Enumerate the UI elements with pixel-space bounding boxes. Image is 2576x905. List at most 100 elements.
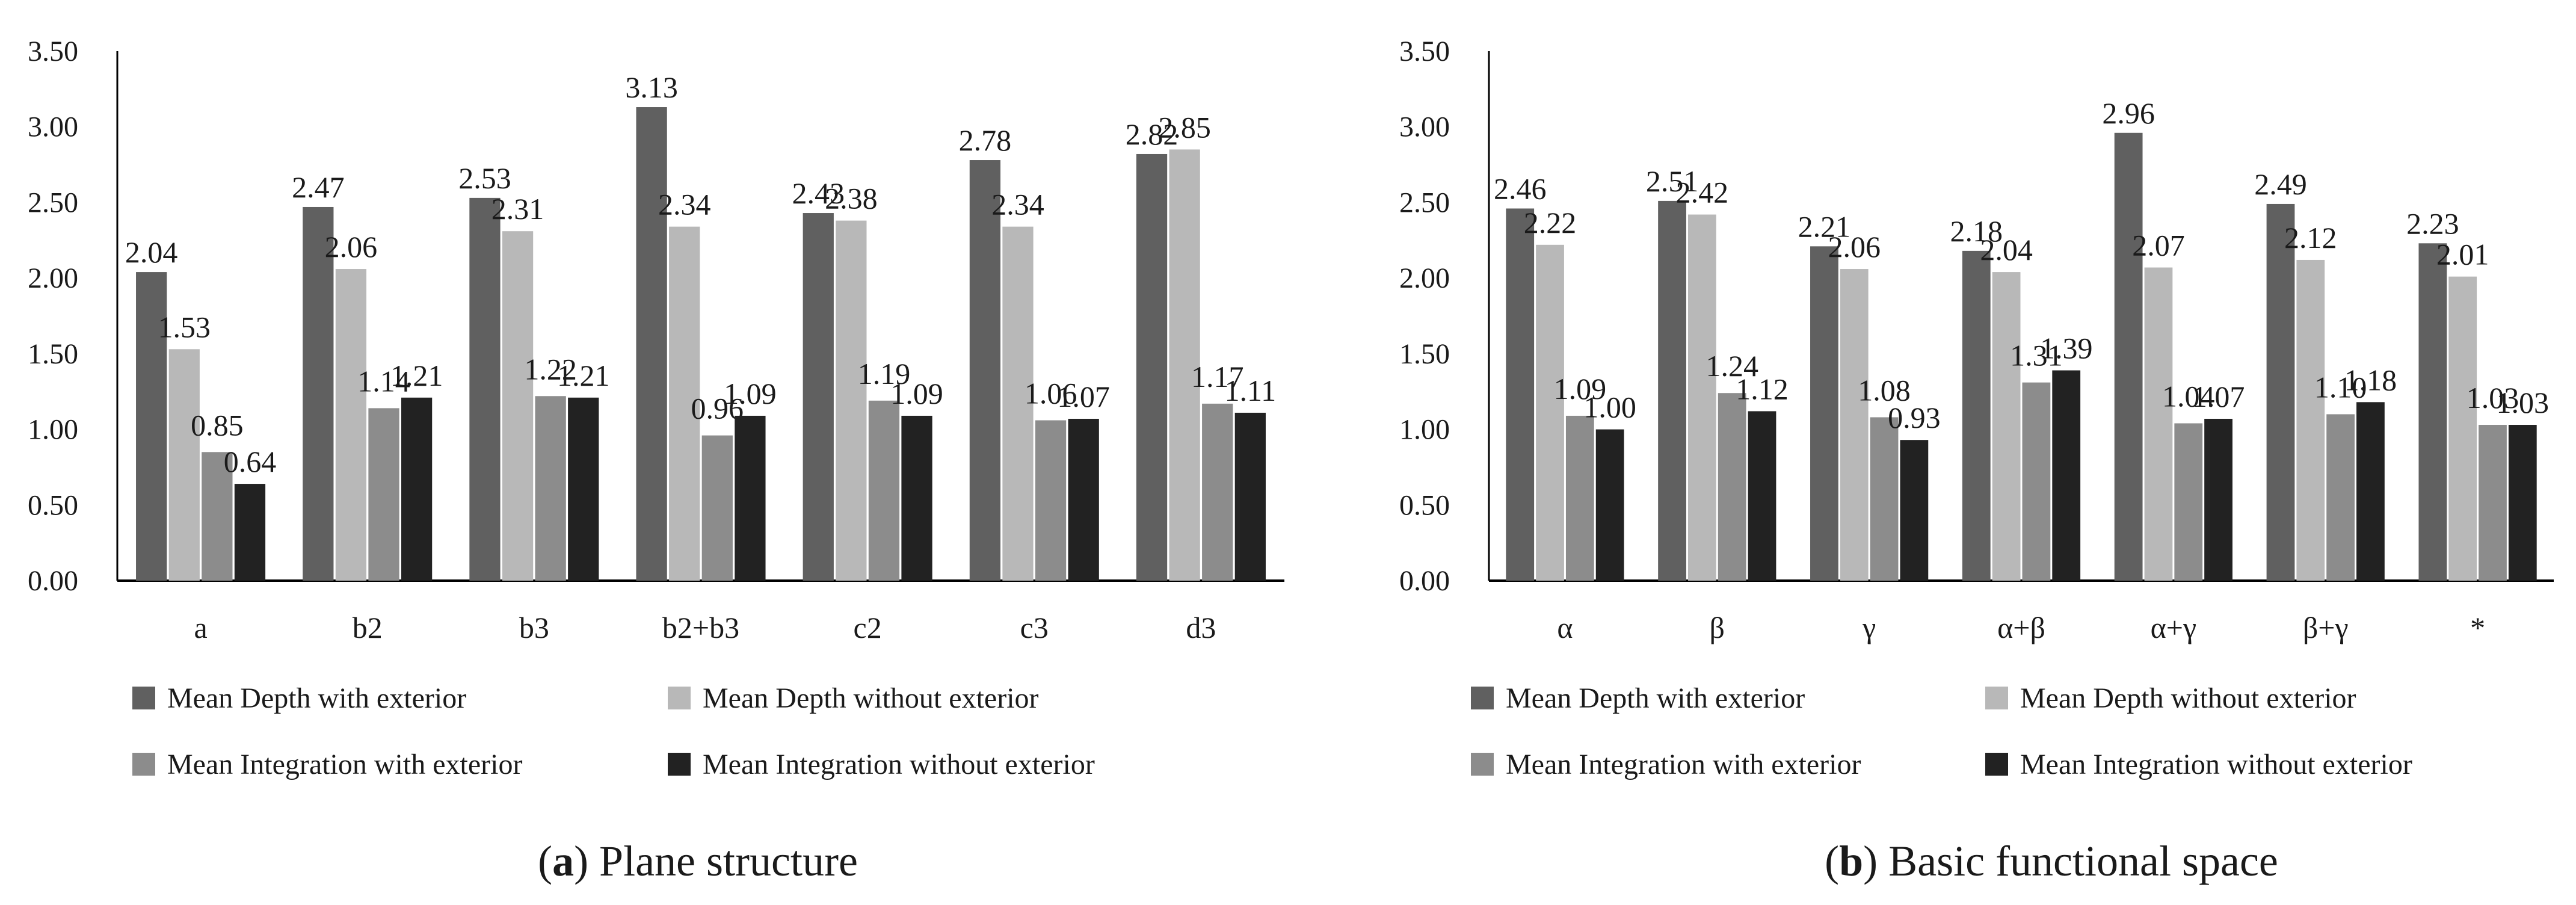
category-label: β+γ <box>2303 611 2349 644</box>
y-tick-label: 1.50 <box>28 338 78 370</box>
data-label: 1.39 <box>2040 332 2093 365</box>
data-label: 2.53 <box>458 161 511 195</box>
data-label: 2.34 <box>991 188 1044 221</box>
bar-depth-without <box>669 226 700 581</box>
data-label: 1.31 <box>2010 339 2063 372</box>
bar-integration-without <box>1900 440 1929 581</box>
data-label: 2.47 <box>292 170 345 204</box>
legend-swatch <box>132 687 155 709</box>
data-label: 1.03 <box>2497 386 2550 419</box>
data-label: 1.21 <box>390 359 443 392</box>
bar-depth-with <box>1658 200 1686 581</box>
bar-integration-without <box>735 415 766 581</box>
legend-swatch <box>1471 687 1494 709</box>
bar-integration-without <box>234 484 266 581</box>
data-label: 1.53 <box>158 310 211 344</box>
bar-depth-with <box>969 160 1001 581</box>
legend-label: Mean Integration without exterior <box>2020 749 2412 780</box>
bar-integration-with <box>2174 423 2203 581</box>
data-label: 1.22 <box>524 352 577 386</box>
legend-swatch <box>668 753 691 776</box>
bar-integration-with <box>2022 382 2051 581</box>
bar-integration-with <box>1035 420 1067 581</box>
data-label: 1.10 <box>2314 370 2367 404</box>
data-label: 1.11 <box>1224 374 1276 407</box>
bar-integration-without <box>568 397 599 581</box>
bar-depth-with <box>2266 203 2295 581</box>
y-tick-label: 0.50 <box>28 489 78 521</box>
bar-integration-with <box>368 408 399 581</box>
chart-panel-a: 0.00 0.50 1.00 1.50 2.00 2.50 3.00 3.50 2.04 1.53… <box>28 36 1284 885</box>
bar-integration-without <box>2052 370 2081 581</box>
bar-integration-with <box>2479 425 2507 581</box>
data-label: 1.17 <box>1191 360 1244 394</box>
data-label: 1.09 <box>890 377 943 410</box>
y-tick-label: 2.50 <box>1399 187 1450 218</box>
y-tick-label: 0.00 <box>1399 565 1450 597</box>
category-label: β <box>1710 611 1725 644</box>
y-tick-label: 3.00 <box>1399 111 1450 143</box>
bar-integration-with <box>1870 417 1899 581</box>
panel-caption: (b) Basic functional space <box>1825 837 2278 885</box>
bar-depth-with <box>636 107 667 581</box>
data-label: 2.04 <box>1980 233 2033 267</box>
data-label: 0.93 <box>1888 401 1941 434</box>
data-label: 2.04 <box>125 235 178 269</box>
bar-integration-with <box>1202 403 1233 581</box>
bar-integration-without <box>2356 402 2385 581</box>
bar-depth-without <box>1169 149 1200 581</box>
data-label: 2.82 <box>1126 117 1179 151</box>
bar-depth-with <box>803 213 834 581</box>
data-label: 2.07 <box>2132 229 2185 262</box>
bar-depth-with <box>1810 246 1838 581</box>
category-label: b2+b3 <box>662 611 739 644</box>
data-label: 1.09 <box>1554 372 1607 406</box>
data-label: 1.09 <box>724 377 777 410</box>
data-label: 2.23 <box>2406 206 2459 240</box>
data-label: 2.31 <box>491 192 544 226</box>
bar-depth-without <box>1002 226 1034 581</box>
chart-panel-b: 0.00 0.50 1.00 1.50 2.00 2.50 3.00 3.50 2.462.22… <box>1399 36 2554 885</box>
bar-integration-without <box>2508 425 2537 581</box>
y-tick-label: 3.50 <box>28 36 78 67</box>
data-label: 2.38 <box>825 182 878 215</box>
data-label: 2.49 <box>2254 167 2307 201</box>
bar-integration-with <box>535 396 566 581</box>
data-label: 1.19 <box>858 357 911 391</box>
category-label: b3 <box>519 611 549 644</box>
legend-swatch <box>132 753 155 776</box>
bar-depth-without <box>1992 272 2021 581</box>
data-label: 1.07 <box>2192 380 2245 413</box>
data-label: 0.85 <box>191 408 244 442</box>
bar-depth-without <box>836 220 867 581</box>
data-label: 2.78 <box>959 123 1012 157</box>
legend-label: Mean Integration without exterior <box>703 749 1095 780</box>
category-label: c3 <box>1020 611 1049 644</box>
legend-swatch <box>1471 753 1494 776</box>
data-label: 1.04 <box>2162 380 2215 413</box>
category-label: γ <box>1862 611 1876 644</box>
bar-depth-with <box>469 197 501 581</box>
y-tick-label: 1.50 <box>1399 338 1450 370</box>
bar-depth-without <box>2448 276 2477 581</box>
data-label: 1.08 <box>1858 373 1911 407</box>
bar-integration-with <box>2326 414 2355 581</box>
bar-integration-without <box>1068 418 1099 581</box>
legend-swatch <box>1985 687 2008 709</box>
data-label: 2.34 <box>658 188 711 221</box>
data-label: 2.18 <box>1950 214 2003 248</box>
y-tick-label: 1.00 <box>1399 414 1450 446</box>
legend-swatch <box>668 687 691 709</box>
bar-depth-without <box>1840 269 1869 581</box>
data-label: 1.18 <box>2344 363 2397 397</box>
bar-depth-with <box>1962 250 1991 581</box>
data-label: 1.12 <box>1736 372 1789 406</box>
bar-depth-with <box>1136 153 1168 581</box>
category-label: α+γ <box>2151 611 2197 644</box>
bar-integration-with <box>202 452 233 581</box>
y-tick-label: 3.50 <box>1399 36 1450 67</box>
bar-integration-without <box>401 397 433 581</box>
data-label: 1.24 <box>1706 349 1758 383</box>
y-tick-label: 0.50 <box>1399 489 1450 521</box>
